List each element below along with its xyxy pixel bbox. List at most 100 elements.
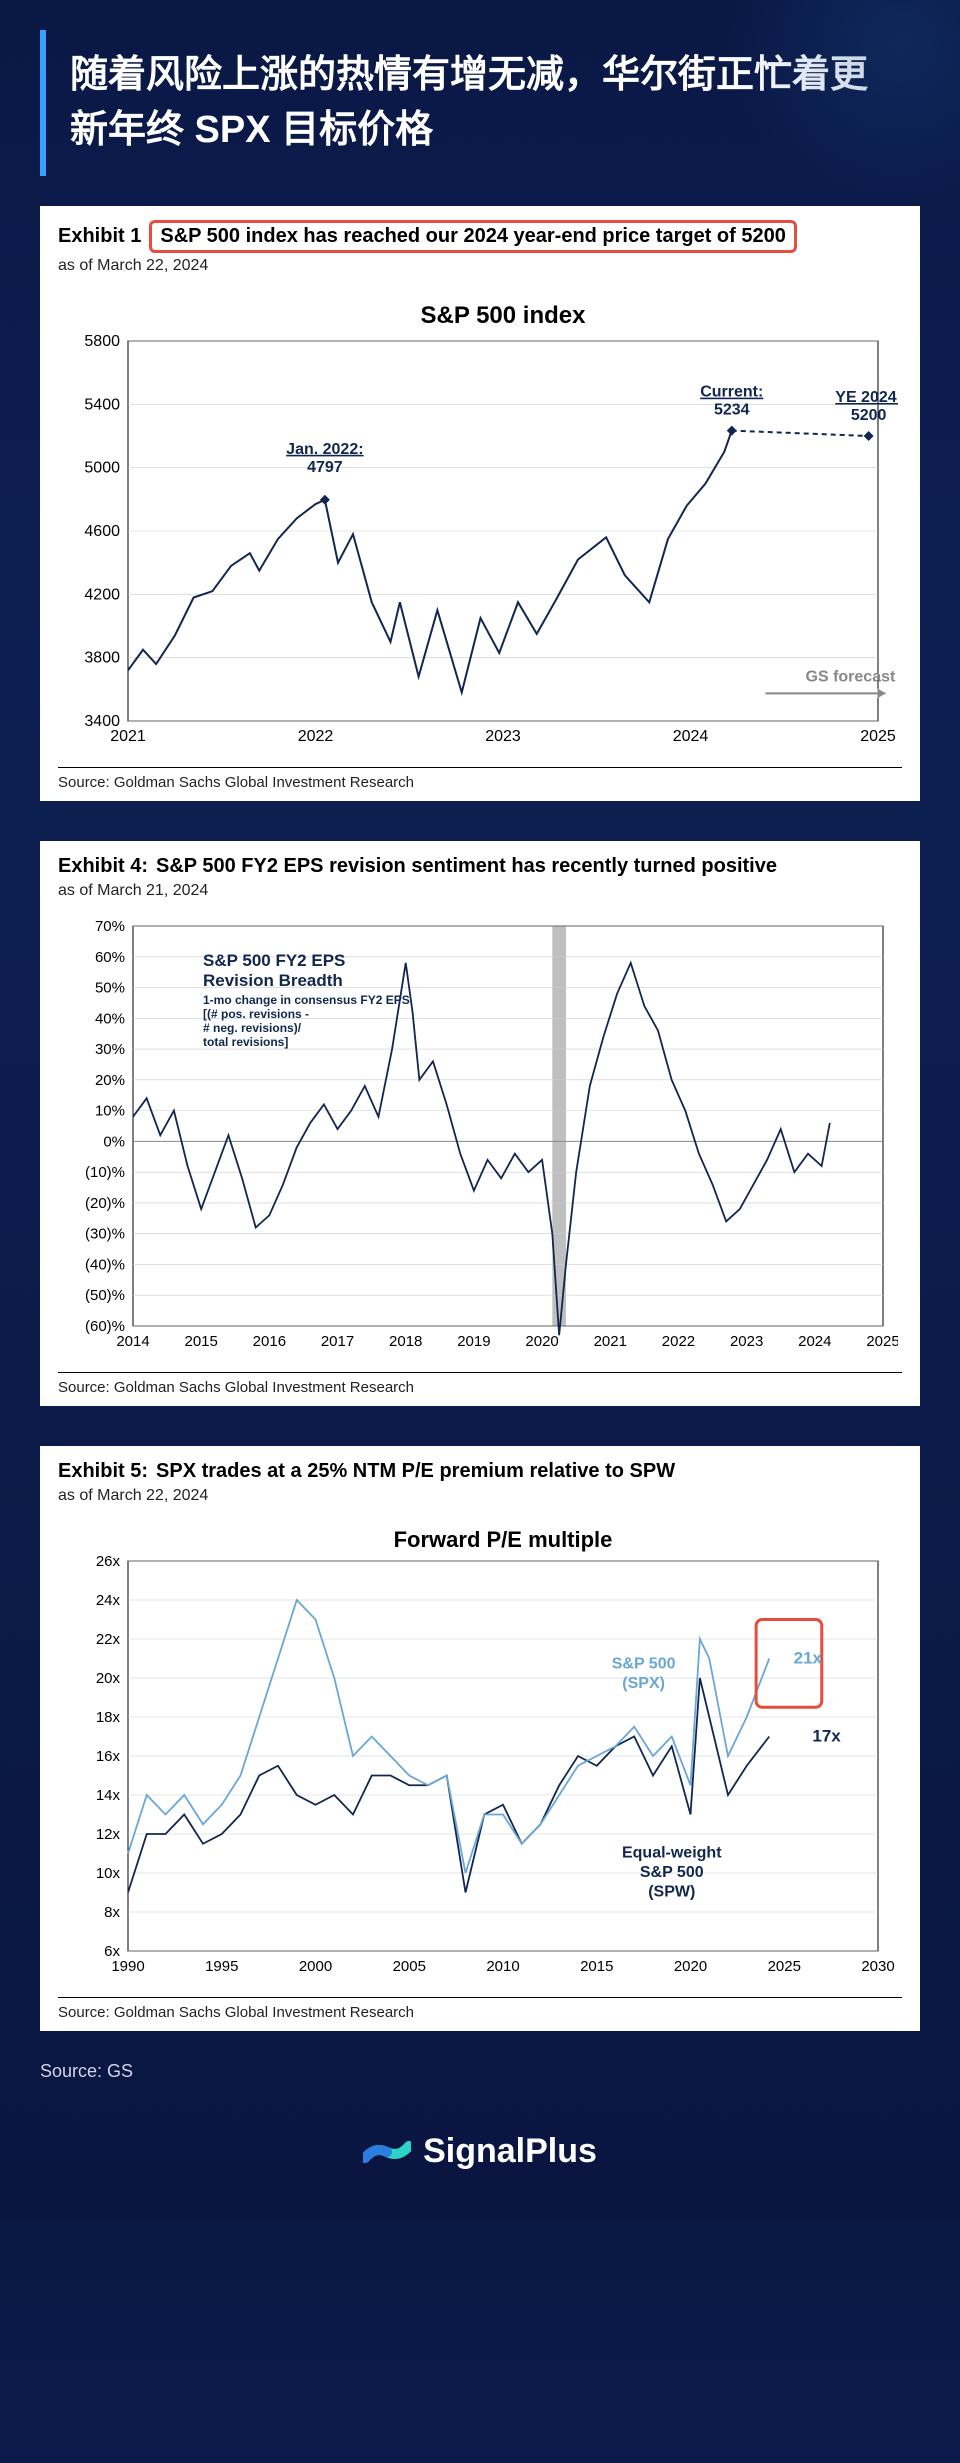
exhibit5-label: Exhibit 5: [58, 1460, 148, 1483]
svg-text:10%: 10% [95, 1103, 125, 1120]
svg-text:2023: 2023 [485, 728, 521, 745]
svg-text:(SPW): (SPW) [648, 1884, 695, 1901]
svg-text:2024: 2024 [798, 1333, 831, 1350]
svg-text:5400: 5400 [84, 397, 120, 414]
svg-text:# neg. revisions)/: # neg. revisions)/ [203, 1021, 302, 1035]
svg-text:Forward P/E multiple: Forward P/E multiple [394, 1527, 613, 1552]
svg-text:17x: 17x [812, 1727, 841, 1746]
svg-text:2022: 2022 [298, 728, 334, 745]
svg-text:40%: 40% [95, 1010, 125, 1027]
svg-text:30%: 30% [95, 1041, 125, 1058]
svg-text:18x: 18x [96, 1709, 121, 1726]
svg-text:2019: 2019 [457, 1333, 490, 1350]
svg-text:16x: 16x [96, 1748, 121, 1765]
exhibit5-asof: as of March 22, 2024 [58, 1487, 902, 1505]
svg-text:24x: 24x [96, 1592, 121, 1609]
svg-text:S&P 500: S&P 500 [640, 1864, 704, 1881]
svg-text:[(# pos. revisions -: [(# pos. revisions - [203, 1007, 309, 1021]
logo-text: SignalPlus [423, 2132, 597, 2171]
exhibit4-panel: Exhibit 4: S&P 500 FY2 EPS revision sent… [40, 841, 920, 1406]
svg-text:(50)%: (50)% [85, 1287, 125, 1304]
svg-text:2021: 2021 [594, 1333, 627, 1350]
exhibit5-panel: Exhibit 5: SPX trades at a 25% NTM P/E p… [40, 1446, 920, 2031]
svg-text:20x: 20x [96, 1670, 121, 1687]
exhibit1-chart: 3400380042004600500054005800202120222023… [58, 281, 902, 761]
svg-text:2000: 2000 [299, 1958, 332, 1975]
svg-text:0%: 0% [103, 1134, 125, 1151]
exhibit5-source: Source: Goldman Sachs Global Investment … [58, 1997, 902, 2021]
headline-text: 随着风险上涨的热情有增无减，华尔街正忙着更新年终 SPX 目标价格 [70, 48, 900, 158]
svg-text:2010: 2010 [486, 1958, 519, 1975]
svg-text:total revisions]: total revisions] [203, 1035, 288, 1049]
exhibit4-chart: (60)%(50)%(40)%(30)%(20)%(10)%0%10%20%30… [58, 906, 902, 1366]
svg-text:(40)%: (40)% [85, 1257, 125, 1274]
svg-text:YE 2024:: YE 2024: [835, 389, 898, 406]
svg-text:1-mo change in consensus FY2 E: 1-mo change in consensus FY2 EPS [203, 993, 410, 1007]
svg-text:60%: 60% [95, 949, 125, 966]
svg-text:2015: 2015 [184, 1333, 217, 1350]
svg-text:5000: 5000 [84, 460, 120, 477]
exhibit1-asof: as of March 22, 2024 [58, 257, 902, 275]
svg-text:(20)%: (20)% [85, 1195, 125, 1212]
exhibit5-title: SPX trades at a 25% NTM P/E premium rela… [156, 1460, 675, 1483]
svg-text:1990: 1990 [111, 1958, 144, 1975]
logo-icon [363, 2136, 411, 2168]
svg-text:3800: 3800 [84, 650, 120, 667]
svg-text:2020: 2020 [525, 1333, 558, 1350]
svg-text:4797: 4797 [307, 459, 343, 476]
svg-text:14x: 14x [96, 1787, 121, 1804]
svg-text:26x: 26x [96, 1553, 121, 1570]
exhibit4-source: Source: Goldman Sachs Global Investment … [58, 1372, 902, 1396]
svg-text:70%: 70% [95, 918, 125, 935]
svg-text:2016: 2016 [253, 1333, 286, 1350]
svg-text:2024: 2024 [673, 728, 709, 745]
svg-text:8x: 8x [104, 1904, 120, 1921]
svg-text:21x: 21x [794, 1649, 823, 1668]
outer-source: Source: GS [40, 2061, 920, 2082]
svg-text:2025: 2025 [860, 728, 896, 745]
exhibit1-label: Exhibit 1 [58, 225, 141, 248]
svg-text:S&P 500 FY2 EPS: S&P 500 FY2 EPS [203, 951, 345, 970]
svg-text:2014: 2014 [116, 1333, 149, 1350]
svg-text:50%: 50% [95, 980, 125, 997]
svg-text:Equal-weight: Equal-weight [622, 1845, 722, 1862]
svg-text:2018: 2018 [389, 1333, 422, 1350]
exhibit1-title-boxed: S&P 500 index has reached our 2024 year-… [149, 220, 796, 253]
svg-text:1995: 1995 [205, 1958, 238, 1975]
svg-text:Current:: Current: [700, 384, 763, 401]
svg-text:2015: 2015 [580, 1958, 613, 1975]
svg-text:2021: 2021 [110, 728, 146, 745]
svg-text:(10)%: (10)% [85, 1164, 125, 1181]
svg-text:10x: 10x [96, 1865, 121, 1882]
svg-text:5200: 5200 [851, 407, 887, 424]
svg-text:2030: 2030 [861, 1958, 894, 1975]
svg-text:2023: 2023 [730, 1333, 763, 1350]
svg-text:20%: 20% [95, 1072, 125, 1089]
svg-text:(30)%: (30)% [85, 1226, 125, 1243]
exhibit4-label: Exhibit 4: [58, 855, 148, 878]
svg-text:2005: 2005 [393, 1958, 426, 1975]
svg-text:2025: 2025 [866, 1333, 898, 1350]
svg-text:2017: 2017 [321, 1333, 354, 1350]
svg-text:GS forecast: GS forecast [806, 669, 896, 686]
svg-text:Revision Breadth: Revision Breadth [203, 971, 343, 990]
svg-text:22x: 22x [96, 1631, 121, 1648]
svg-text:2025: 2025 [768, 1958, 801, 1975]
exhibit1-panel: Exhibit 1 S&P 500 index has reached our … [40, 206, 920, 801]
logo-row: SignalPlus [40, 2132, 920, 2171]
svg-text:2022: 2022 [662, 1333, 695, 1350]
svg-text:(SPX): (SPX) [622, 1675, 665, 1692]
svg-text:S&P 500 index: S&P 500 index [421, 302, 587, 329]
svg-text:5800: 5800 [84, 333, 120, 350]
svg-text:S&P 500: S&P 500 [612, 1655, 676, 1672]
svg-text:12x: 12x [96, 1826, 121, 1843]
exhibit4-title: S&P 500 FY2 EPS revision sentiment has r… [156, 855, 777, 878]
svg-text:4200: 4200 [84, 587, 120, 604]
headline-container: 随着风险上涨的热情有增无减，华尔街正忙着更新年终 SPX 目标价格 [40, 30, 920, 176]
svg-text:2020: 2020 [674, 1958, 707, 1975]
svg-text:4600: 4600 [84, 523, 120, 540]
svg-text:5234: 5234 [714, 402, 750, 419]
exhibit1-source: Source: Goldman Sachs Global Investment … [58, 767, 902, 791]
svg-text:Jan. 2022:: Jan. 2022: [286, 441, 363, 458]
exhibit5-chart: 6x8x10x12x14x16x18x20x22x24x26x199019952… [58, 1511, 902, 1991]
